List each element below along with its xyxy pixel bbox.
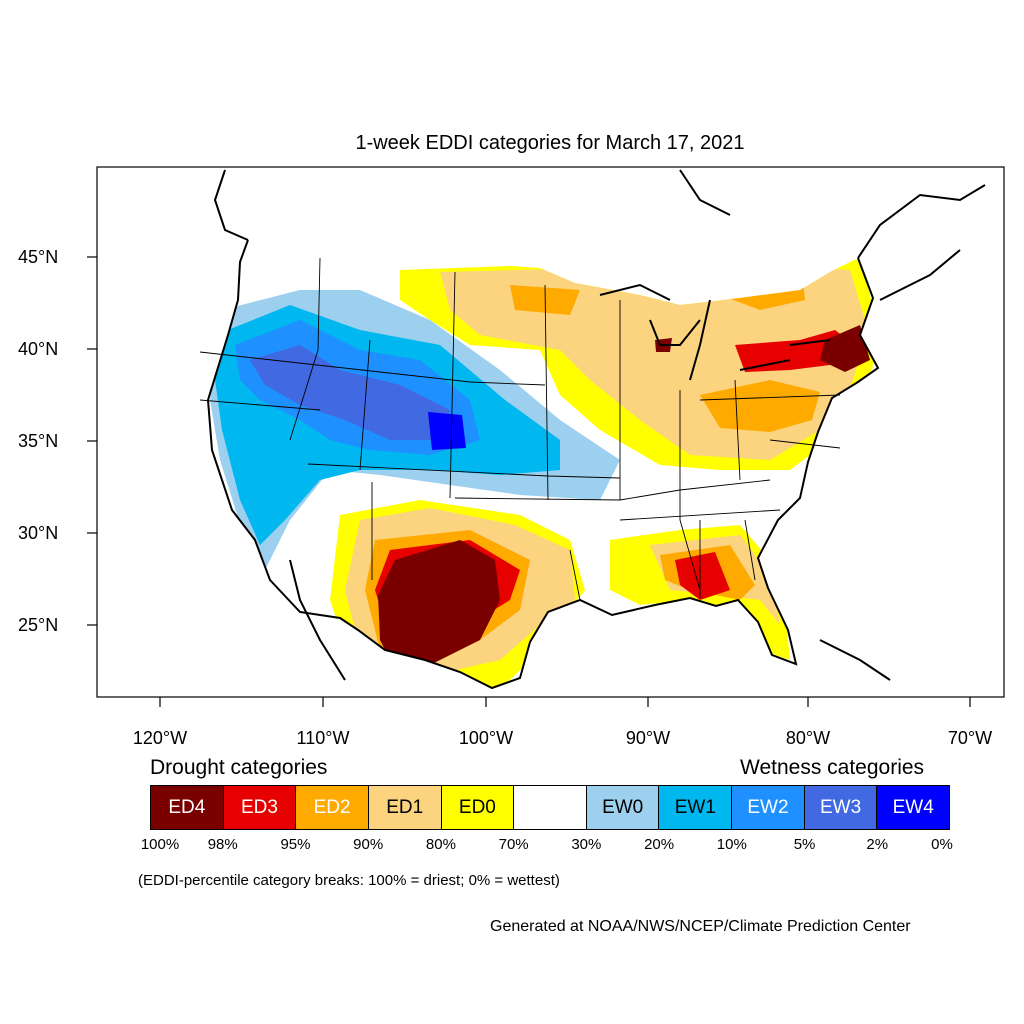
lon-label: 120°W: [133, 728, 187, 748]
lon-label: 70°W: [948, 728, 992, 748]
coastlines: [206, 169, 986, 690]
wetness-heading: Wetness categories: [740, 756, 925, 779]
lat-label: 45°N: [18, 247, 58, 267]
break-label: 95%: [280, 836, 311, 853]
lon-label: 90°W: [626, 728, 670, 748]
break-label: 2%: [866, 836, 889, 853]
break-label: 20%: [644, 836, 675, 853]
category-legend: ED4 ED3 ED2 ED1 ED0 EW0 EW1 EW2 EW3 EW4: [150, 785, 950, 830]
legend-ew4: EW4: [877, 786, 950, 829]
map-title: 1-week EDDI categories for March 17, 202…: [355, 132, 745, 154]
break-label: 90%: [353, 836, 384, 853]
break-label: 100%: [140, 836, 180, 853]
legend-ew2: EW2: [732, 786, 805, 829]
latitude-labels: 45°N 40°N 35°N 30°N 25°N: [18, 247, 58, 635]
break-label: 80%: [425, 836, 456, 853]
break-label: 10%: [716, 836, 747, 853]
lon-label: 80°W: [786, 728, 830, 748]
lon-label: 110°W: [297, 728, 350, 748]
legend-ed3: ED3: [223, 786, 297, 829]
lon-label: 100°W: [459, 728, 513, 748]
legend-ed1: ED1: [368, 786, 442, 829]
state-boundaries: [199, 257, 841, 601]
break-label: 5%: [793, 836, 816, 853]
break-label: 30%: [571, 836, 602, 853]
legend-ew0: EW0: [586, 786, 660, 829]
lat-label: 30°N: [18, 523, 58, 543]
axis-ticks: [87, 256, 971, 707]
break-label: 70%: [498, 836, 529, 853]
break-label: 98%: [207, 836, 238, 853]
lat-label: 35°N: [18, 431, 58, 451]
legend-normal: [514, 786, 587, 829]
drought-heading: Drought categories: [150, 756, 328, 779]
legend-ed2: ED2: [296, 786, 369, 829]
legend-ed4: ED4: [151, 786, 224, 829]
legend-ew1: EW1: [659, 786, 733, 829]
lat-label: 25°N: [18, 615, 58, 635]
category-note: (EDDI-percentile category breaks: 100% =…: [138, 872, 560, 889]
credit-line: Generated at NOAA/NWS/NCEP/Climate Predi…: [490, 918, 911, 935]
lat-label: 40°N: [18, 339, 58, 359]
legend-ew3: EW3: [804, 786, 878, 829]
break-label: 0%: [931, 836, 953, 853]
longitude-labels: 120°W 110°W 100°W 90°W 80°W 70°W: [133, 728, 992, 748]
legend-ed0: ED0: [441, 786, 515, 829]
